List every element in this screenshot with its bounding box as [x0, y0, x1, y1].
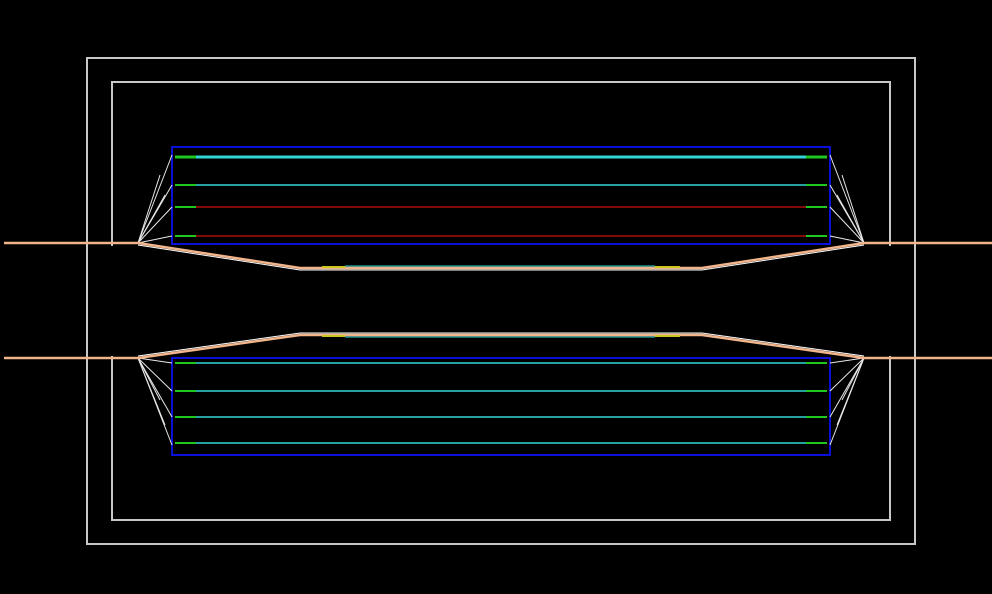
top-right-support-fan — [829, 154, 865, 244]
outer-frame-outer-border — [86, 57, 916, 545]
top-module — [137, 146, 865, 245]
top-module-boundary — [171, 146, 831, 245]
bottom-module — [137, 357, 865, 456]
beam-pipe — [4, 241, 992, 360]
beam-pipe-upper-inner-edge — [137, 244, 865, 271]
top-left-support-fan — [137, 154, 173, 244]
beam-pipe-lower-inner-edge — [137, 332, 865, 357]
bottom-left-support-fan — [137, 357, 173, 446]
beam-pipe-upper — [4, 241, 992, 270]
beam-pipe-lower — [4, 333, 992, 360]
bottom-module-boundary — [171, 357, 831, 456]
bottom-right-support-fan — [829, 357, 865, 446]
frame-gap-mask-inner — [113, 246, 889, 356]
